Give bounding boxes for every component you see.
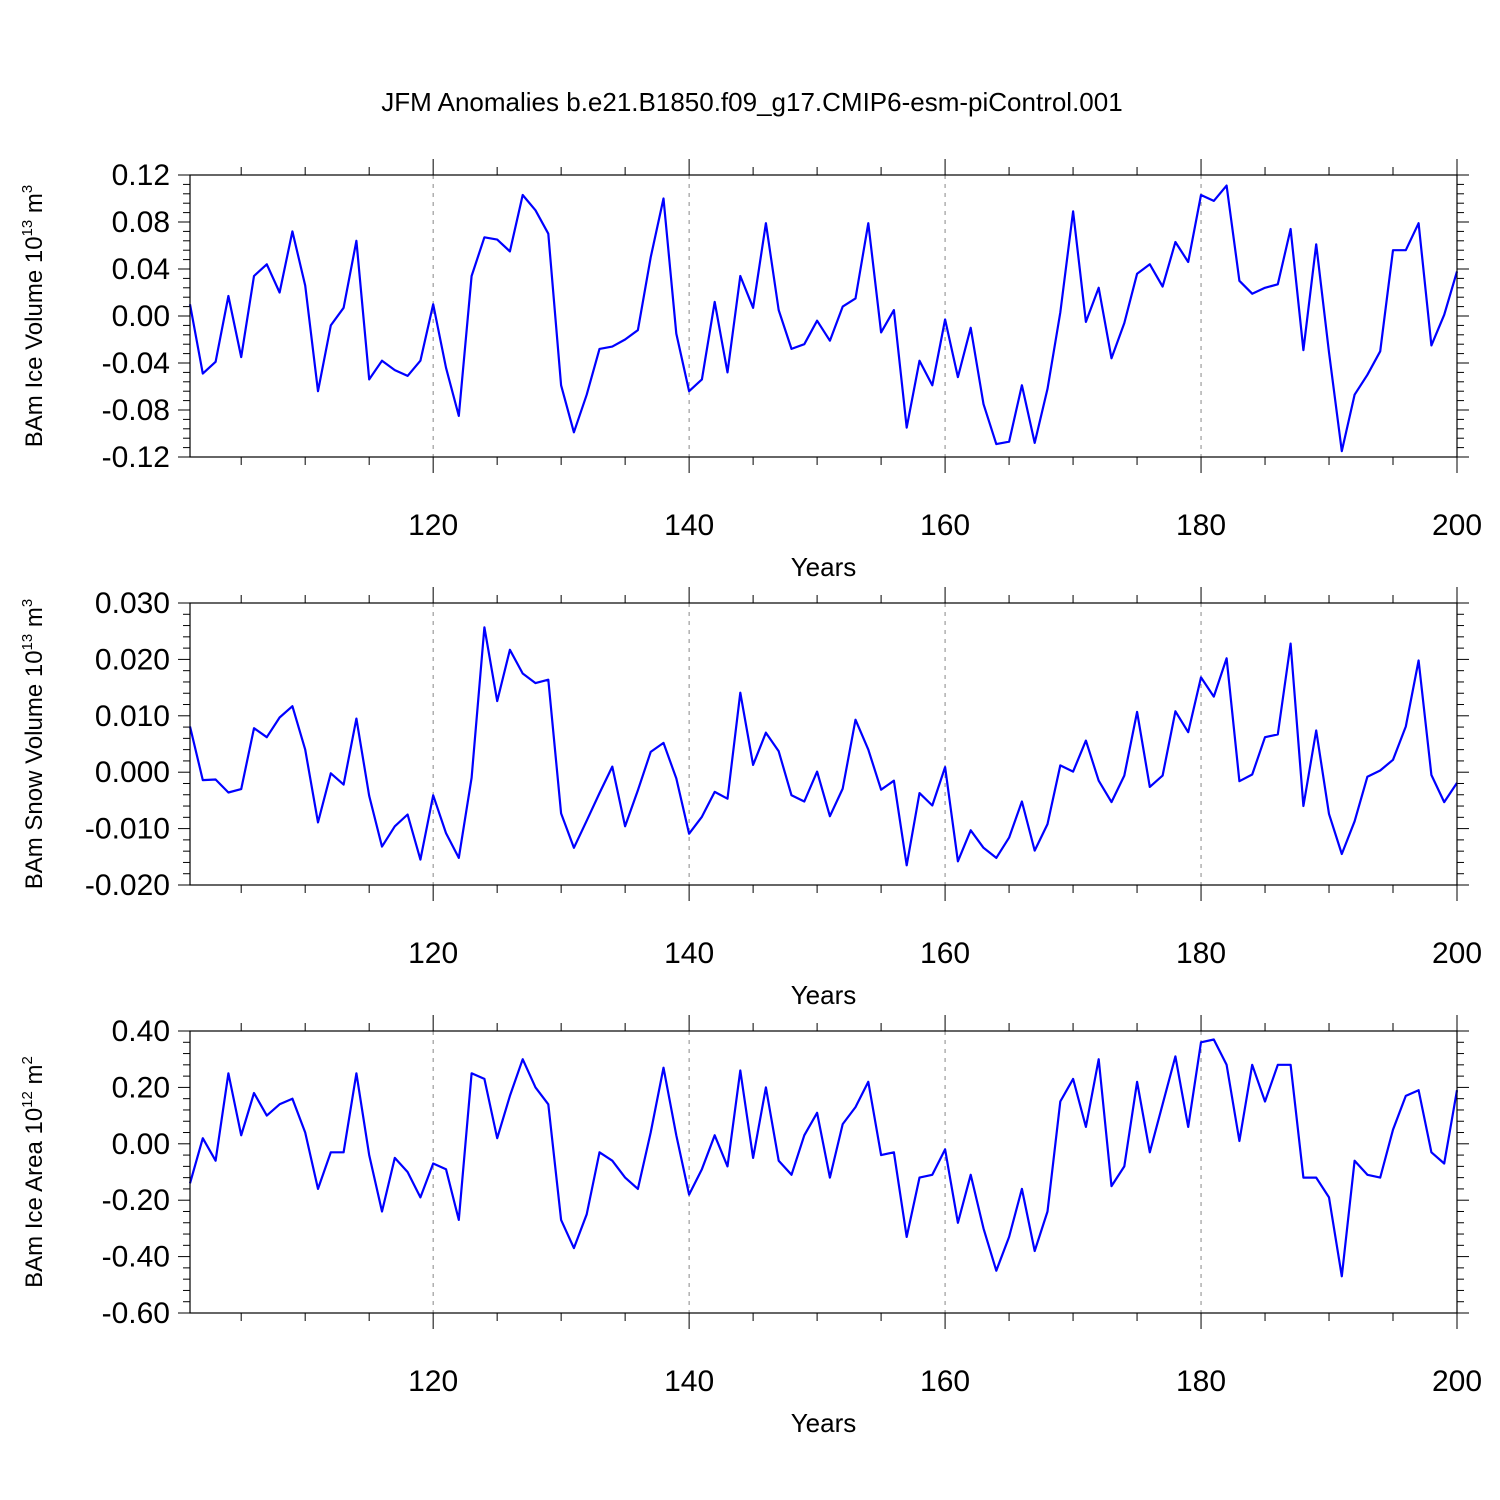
x-axis-title: Years: [791, 552, 857, 582]
plot-frame: [189, 602, 1458, 886]
chart-title: JFM Anomalies b.e21.B1850.f09_g17.CMIP6-…: [381, 87, 1122, 117]
chart-panel-2: -0.020 -0.010 0.000 0.010 0.020 0.030 120 140 16…: [19, 587, 1482, 1010]
series-line: [188, 184, 1459, 453]
y-tick-label: 0.40: [112, 1015, 170, 1048]
y-tick-label: 0.20: [112, 1071, 170, 1104]
x-axis-title: Years: [791, 1408, 857, 1438]
plot-frame: [189, 1030, 1458, 1314]
y-tick-label: 0.00: [112, 300, 170, 333]
x-tick-label: 120: [408, 509, 458, 542]
x-axis-title: Years: [791, 980, 857, 1010]
y-tick-label: -0.08: [102, 394, 170, 427]
x-tick-label: 200: [1432, 509, 1482, 542]
x-tick-label: 160: [920, 1365, 970, 1398]
plot-frame: [189, 174, 1458, 458]
x-tick-label: 120: [408, 1365, 458, 1398]
y-axis-title: BAm Ice Volume 1013 m3: [19, 185, 48, 447]
y-tick-label: 0.000: [95, 756, 170, 789]
y-tick-label: 0.12: [112, 159, 170, 192]
x-tick-label: 180: [1176, 1365, 1226, 1398]
y-tick-label: 0.00: [112, 1128, 170, 1161]
y-tick-label: -0.60: [102, 1297, 170, 1330]
x-tick-label: 140: [664, 1365, 714, 1398]
chart-panels: -0.12 -0.08 -0.04 0.00 0.04 0.08 0.12 120 140 160…: [19, 159, 1482, 1438]
y-tick-label: 0.08: [112, 206, 170, 239]
x-tick-label: 180: [1176, 509, 1226, 542]
series-line: [188, 626, 1458, 867]
x-tick-label: 200: [1432, 937, 1482, 970]
x-tick-label: 160: [920, 937, 970, 970]
series-line: [188, 1038, 1459, 1278]
y-tick-label: -0.12: [102, 441, 170, 474]
y-tick-label: -0.20: [102, 1184, 170, 1217]
chart-panel-1: -0.12 -0.08 -0.04 0.00 0.04 0.08 0.12 120 140 160…: [19, 159, 1482, 582]
x-tick-label: 140: [664, 937, 714, 970]
y-tick-label: -0.04: [102, 347, 170, 380]
x-tick-label: 180: [1176, 937, 1226, 970]
y-tick-label: -0.40: [102, 1241, 170, 1274]
y-axis-title: BAm Ice Area 1012 m2: [19, 1056, 48, 1288]
chart-panel-3: -0.60 -0.40 -0.20 0.00 0.20 0.40 120 140 160 180 2…: [19, 1015, 1482, 1438]
y-tick-label: -0.020: [85, 869, 170, 902]
y-tick-label: -0.010: [85, 813, 170, 846]
x-tick-label: 160: [920, 509, 970, 542]
x-tick-label: 200: [1432, 1365, 1482, 1398]
y-tick-label: 0.010: [95, 700, 170, 733]
y-axis-title: BAm Snow Volume 1013 m3: [19, 599, 48, 890]
x-tick-label: 140: [664, 509, 714, 542]
x-tick-label: 120: [408, 937, 458, 970]
y-tick-label: 0.020: [95, 643, 170, 676]
y-tick-label: 0.04: [112, 253, 170, 286]
y-tick-label: 0.030: [95, 587, 170, 620]
